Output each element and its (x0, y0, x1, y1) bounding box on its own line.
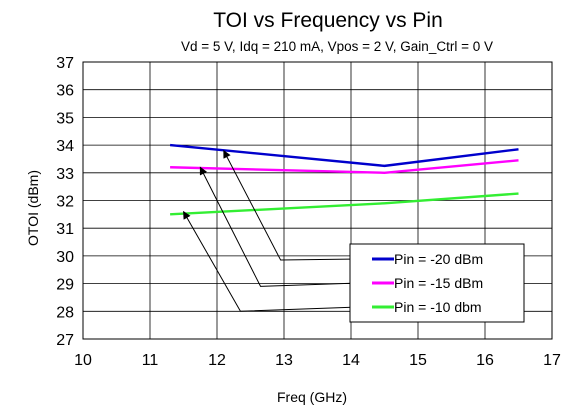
y-tick-label: 32 (56, 194, 74, 211)
annotation-arrow-1 (223, 149, 360, 261)
legend-items: Pin = -20 dBm Pin = -15 dBm Pin = -10 dbm (372, 251, 483, 315)
y-tick-label: 34 (56, 138, 74, 155)
y-tick-label: 27 (56, 332, 74, 349)
y-tick-label: 36 (56, 83, 74, 100)
x-tick-label: 11 (142, 352, 159, 369)
chart-subtitle: Vd = 5 V, Idq = 210 mA, Vpos = 2 V, Gain… (181, 39, 493, 54)
x-tick-label: 17 (543, 352, 561, 369)
x-tick-label: 13 (275, 352, 293, 369)
series-line-2 (170, 159, 519, 175)
y-tick-label: 29 (56, 277, 74, 294)
y-tick-label: 33 (56, 166, 74, 183)
y-tick-label: 31 (56, 221, 74, 238)
chart-title: TOI vs Frequency vs Pin (213, 9, 443, 32)
x-tick-label: 10 (74, 352, 92, 369)
legend-label-3: Pin = -10 dbm (394, 299, 482, 315)
annotation-arrows (183, 149, 360, 312)
y-tick-label: 28 (56, 304, 74, 321)
y-tick-label: 30 (56, 249, 74, 266)
annotation-arrow-2 (199, 166, 360, 287)
legend-label-1: Pin = -20 dBm (394, 251, 483, 267)
y-tick-labels: 27 28 29 30 31 32 33 34 35 36 37 (56, 55, 74, 349)
x-tick-label: 16 (476, 352, 494, 369)
grid-lines (82, 61, 553, 340)
series-line-3 (170, 192, 519, 216)
y-axis-label: OTOI (dBm) (25, 170, 41, 246)
series-lines (169, 143, 519, 216)
series-line-1 (169, 143, 519, 168)
legend-label-2: Pin = -15 dBm (394, 275, 483, 291)
x-tick-label: 12 (208, 352, 226, 369)
plot-area-frame (82, 61, 553, 340)
legend: Pin = -20 dBm Pin = -15 dBm Pin = -10 dbm (349, 243, 525, 323)
y-tick-label: 35 (56, 110, 74, 127)
y-tick-label: 37 (56, 55, 74, 72)
x-axis-label: Freq (GHz) (277, 389, 347, 405)
x-tick-labels: 10 11 12 13 14 15 16 17 (74, 352, 561, 369)
x-tick-label: 15 (409, 352, 427, 369)
annotation-arrow-3 (183, 210, 360, 312)
x-tick-label: 14 (342, 352, 360, 369)
